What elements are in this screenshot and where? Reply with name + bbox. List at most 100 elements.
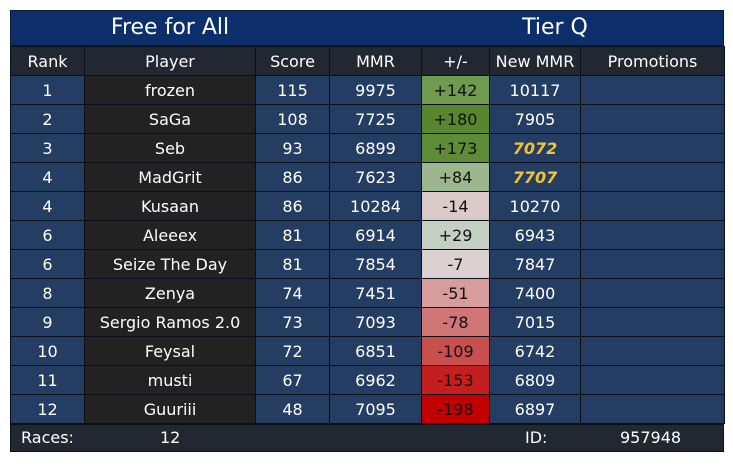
results-rows: 1 frozen 115 9975 +142 10117 2 SaGa 108 7725 +180 7… <box>10 75 725 424</box>
id-label: ID: <box>525 428 548 447</box>
table-row: 4 Kusaan 86 10284 -14 10270 <box>10 191 725 221</box>
score-cell: 67 <box>255 365 330 395</box>
mmr-change-cell: +84 <box>421 162 490 192</box>
new-mmr-cell: 7400 <box>489 278 581 308</box>
new-mmr-cell: 7905 <box>489 104 581 134</box>
mmr-change-cell: -78 <box>421 307 490 337</box>
promotions-cell <box>580 75 725 105</box>
column-header: Player <box>84 46 256 76</box>
mmr-cell: 6851 <box>329 336 422 366</box>
new-mmr-cell: 10270 <box>489 191 581 221</box>
score-cell: 48 <box>255 394 330 424</box>
rank-cell: 4 <box>10 162 85 192</box>
mmr-change-cell: -109 <box>421 336 490 366</box>
score-cell: 81 <box>255 220 330 250</box>
rank-cell: 4 <box>10 191 85 221</box>
mmr-change-cell: -153 <box>421 365 490 395</box>
rank-cell: 3 <box>10 133 85 163</box>
header-banner: Free for All Tier Q <box>10 10 724 46</box>
mmr-change-cell: +142 <box>421 75 490 105</box>
new-mmr-cell: 6809 <box>489 365 581 395</box>
table-row: 8 Zenya 74 7451 -51 7400 <box>10 278 725 308</box>
promotions-cell <box>580 220 725 250</box>
table-row: 1 frozen 115 9975 +142 10117 <box>10 75 725 105</box>
score-cell: 86 <box>255 191 330 221</box>
player-name: Zenya <box>84 278 256 308</box>
score-cell: 93 <box>255 133 330 163</box>
mode-title: Free for All <box>110 15 230 40</box>
mmr-change-cell: -51 <box>421 278 490 308</box>
column-header: MMR <box>329 46 422 76</box>
column-header: +/- <box>421 46 490 76</box>
promotions-cell <box>580 133 725 163</box>
table-row: 11 musti 67 6962 -153 6809 <box>10 365 725 395</box>
rank-cell: 2 <box>10 104 85 134</box>
new-mmr-cell: 6742 <box>489 336 581 366</box>
mmr-cell: 9975 <box>329 75 422 105</box>
table-row: 12 Guuriii 48 7095 -198 6897 <box>10 394 725 424</box>
new-mmr-cell: 6943 <box>489 220 581 250</box>
score-cell: 72 <box>255 336 330 366</box>
score-cell: 73 <box>255 307 330 337</box>
mmr-change-cell: -198 <box>421 394 490 424</box>
score-cell: 74 <box>255 278 330 308</box>
column-header: Score <box>255 46 330 76</box>
player-name: Guuriii <box>84 394 256 424</box>
footer-bar: Races: 12 ID: 957948 <box>10 424 724 452</box>
rank-cell: 10 <box>10 336 85 366</box>
races-value: 12 <box>160 428 181 447</box>
score-cell: 86 <box>255 162 330 192</box>
table-row: 3 Seb 93 6899 +173 7072 <box>10 133 725 163</box>
mmr-cell: 7095 <box>329 394 422 424</box>
mmr-change-cell: +173 <box>421 133 490 163</box>
new-mmr-cell: 7015 <box>489 307 581 337</box>
table-row: 9 Sergio Ramos 2.0 73 7093 -78 7015 <box>10 307 725 337</box>
promotions-cell <box>580 249 725 279</box>
player-name: Kusaan <box>84 191 256 221</box>
mmr-cell: 7725 <box>329 104 422 134</box>
mmr-cell: 10284 <box>329 191 422 221</box>
promotions-cell <box>580 191 725 221</box>
new-mmr-cell: 10117 <box>489 75 581 105</box>
column-header: Promotions <box>580 46 725 76</box>
promotions-cell <box>580 278 725 308</box>
mmr-change-cell: +180 <box>421 104 490 134</box>
promotions-cell <box>580 394 725 424</box>
results-board: Free for All Tier Q Rank Player Score MM… <box>10 10 725 452</box>
new-mmr-cell: 7072 <box>489 133 581 163</box>
player-name: Feysal <box>84 336 256 366</box>
races-label: Races: <box>21 428 74 447</box>
score-cell: 81 <box>255 249 330 279</box>
rank-cell: 6 <box>10 249 85 279</box>
mmr-change-cell: -7 <box>421 249 490 279</box>
player-name: frozen <box>84 75 256 105</box>
player-name: Seb <box>84 133 256 163</box>
score-cell: 115 <box>255 75 330 105</box>
mmr-cell: 7451 <box>329 278 422 308</box>
table-row: 6 Aleeex 81 6914 +29 6943 <box>10 220 725 250</box>
mmr-cell: 6899 <box>329 133 422 163</box>
promotions-cell <box>580 307 725 337</box>
mmr-change-cell: +29 <box>421 220 490 250</box>
player-name: Aleeex <box>84 220 256 250</box>
player-name: MadGrit <box>84 162 256 192</box>
score-cell: 108 <box>255 104 330 134</box>
mmr-cell: 7093 <box>329 307 422 337</box>
promotions-cell <box>580 365 725 395</box>
tier-title: Tier Q <box>522 15 588 40</box>
new-mmr-cell: 7707 <box>489 162 581 192</box>
table-row: 4 MadGrit 86 7623 +84 7707 <box>10 162 725 192</box>
header-row: Rank Player Score MMR +/- New MMR Promot… <box>10 46 725 76</box>
new-mmr-cell: 7847 <box>489 249 581 279</box>
promotions-cell <box>580 104 725 134</box>
new-mmr-cell: 6897 <box>489 394 581 424</box>
column-header: New MMR <box>489 46 581 76</box>
mmr-change-cell: -14 <box>421 191 490 221</box>
rank-cell: 11 <box>10 365 85 395</box>
mmr-cell: 7623 <box>329 162 422 192</box>
player-name: Sergio Ramos 2.0 <box>84 307 256 337</box>
rank-cell: 8 <box>10 278 85 308</box>
id-value: 957948 <box>620 428 682 447</box>
promotions-cell <box>580 336 725 366</box>
rank-cell: 1 <box>10 75 85 105</box>
